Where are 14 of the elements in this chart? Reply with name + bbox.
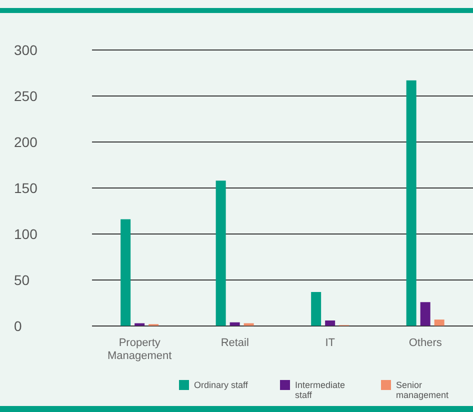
x-tick-label: Retail: [220, 337, 249, 349]
x-tick-label: Property Management: [108, 337, 172, 362]
y-tick-label: 0: [14, 318, 22, 334]
legend-label: Senior management: [396, 380, 450, 400]
y-tick-label: 200: [14, 134, 38, 150]
x-tick-label: Others: [408, 337, 442, 349]
x-tick-label: IT: [325, 337, 336, 349]
legend-label: Intermediate staff: [295, 380, 346, 400]
y-tick-label: 250: [14, 88, 38, 104]
legend-label: Ordinary staff: [194, 380, 249, 390]
y-tick-label: 100: [14, 226, 38, 242]
y-tick-label: 150: [14, 180, 38, 196]
y-tick-label: 50: [14, 272, 30, 288]
y-tick-label: 300: [14, 42, 38, 58]
